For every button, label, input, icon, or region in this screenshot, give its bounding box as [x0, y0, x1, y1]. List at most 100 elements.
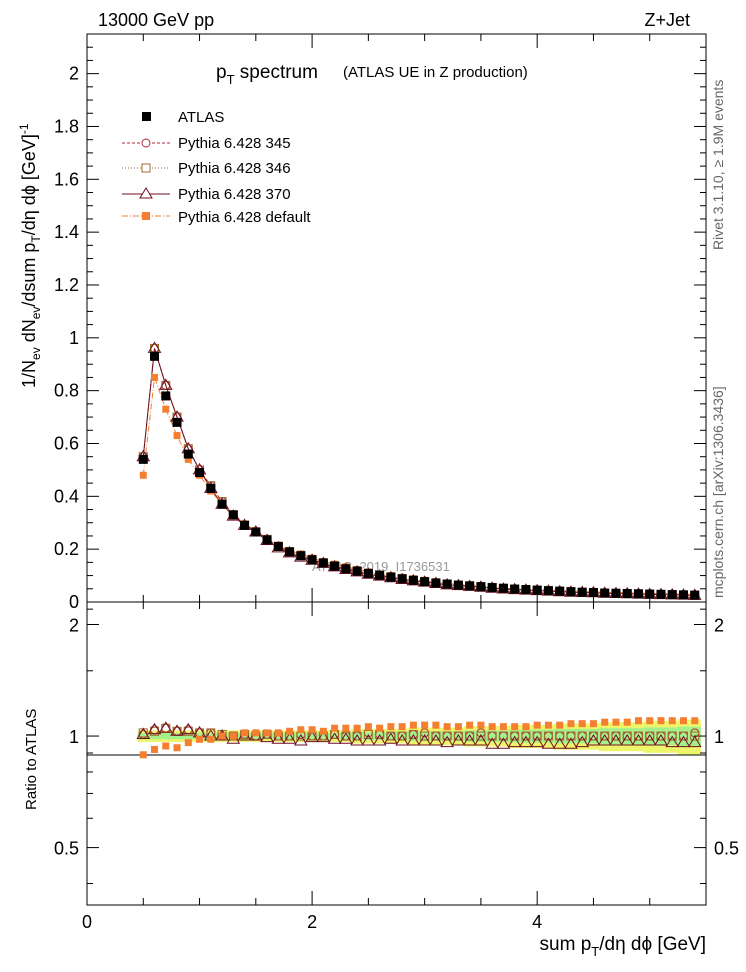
marker-0-40 — [588, 587, 598, 597]
y-tick-label: 1.6 — [54, 169, 79, 189]
ratio-marker — [597, 733, 612, 746]
ratio-tick-label: 0.5 — [54, 839, 79, 859]
y-axis-label-sub3: T — [29, 235, 43, 243]
ratio-marker — [612, 718, 620, 726]
chart-subtitle: (ATLAS UE in Z production) — [343, 64, 528, 81]
ratio-marker — [151, 745, 159, 753]
ratio-marker — [657, 717, 665, 725]
ratio-marker — [229, 732, 237, 740]
ratio-marker — [207, 735, 215, 743]
ratio-marker — [622, 731, 632, 741]
legend-entry-346: Pythia 6.428 346 — [122, 160, 291, 177]
marker-0-47 — [667, 590, 677, 600]
ratio-marker — [601, 718, 609, 726]
ratio-marker — [690, 731, 700, 741]
ratio-marker — [431, 731, 441, 741]
ratio-marker — [555, 731, 565, 741]
ratio-marker — [440, 735, 455, 748]
rivet-label: Rivet 3.1.10, ≥ 1.9M events — [710, 80, 726, 250]
ratio-marker — [564, 737, 578, 749]
ratio-marker — [181, 722, 196, 735]
x-tick-label: 2 — [307, 912, 317, 932]
ratio-marker — [645, 731, 655, 741]
legend-entry-atlas: ATLAS — [142, 109, 224, 126]
ratio-marker — [136, 727, 151, 739]
ratio-marker — [398, 723, 406, 731]
y-tick-label: 2 — [69, 64, 79, 84]
legend-label-default: Pythia 6.428 default — [178, 209, 311, 226]
ratio-band-inner — [160, 732, 172, 740]
ratio-band-inner — [328, 732, 341, 740]
marker-0-30 — [476, 582, 486, 592]
energy-label: 13000 GeV pp — [98, 10, 214, 30]
legend-label-345: Pythia 6.428 345 — [178, 135, 291, 152]
legend-label-atlas: ATLAS — [178, 109, 224, 126]
ratio-marker — [432, 721, 440, 729]
ratio-marker — [668, 717, 676, 725]
ratio-marker — [282, 732, 297, 744]
marker-0-10 — [251, 527, 261, 537]
marker-0-24 — [408, 575, 418, 585]
marker-0-32 — [498, 583, 508, 593]
ratio-marker — [691, 717, 699, 725]
marker-0-22 — [386, 572, 396, 582]
ratio-band-inner — [306, 732, 319, 740]
marker-0-11 — [262, 535, 272, 545]
chart-title-rest: spectrum — [235, 62, 318, 83]
marker-4-4 — [184, 455, 192, 463]
marker-0-8 — [228, 510, 238, 520]
marker-0-27 — [442, 579, 452, 589]
ratio-marker — [488, 723, 496, 731]
marker-0-18 — [341, 564, 351, 574]
marker-0-20 — [363, 568, 373, 578]
marker-0-19 — [352, 566, 362, 576]
marker-0-0 — [138, 454, 148, 464]
ratio-band-inner — [497, 730, 510, 742]
chart-title-sub: T — [227, 72, 235, 87]
ratio-marker — [271, 732, 286, 744]
ratio-marker — [353, 724, 361, 732]
main-y-axis: 0 0.2 0.4 0.6 0.8 1 1.2 1.4 1.6 1.8 2 — [54, 46, 706, 612]
ratio-band-inner — [486, 730, 499, 742]
ratio-marker — [331, 724, 339, 732]
legend-marker-atlas — [142, 112, 151, 121]
ratio-marker — [372, 733, 387, 746]
ratio-marker — [567, 720, 575, 728]
chart-title-main: p — [216, 62, 227, 83]
ratio-marker — [642, 733, 657, 746]
ratio-marker — [451, 733, 466, 746]
ratio-marker — [364, 723, 372, 731]
ratio-marker — [184, 739, 192, 747]
ratio-marker — [170, 724, 184, 736]
marker-0-46 — [656, 589, 666, 599]
legend-marker-346 — [141, 163, 151, 173]
ratio-marker — [196, 735, 204, 743]
ratio-marker — [395, 733, 410, 746]
x-tick-label: 0 — [82, 912, 92, 932]
ratio-marker — [361, 733, 376, 746]
y-tick-label: 0.8 — [54, 381, 79, 401]
ratio-marker — [420, 731, 430, 741]
ratio-marker — [687, 735, 702, 748]
ratio-marker — [218, 732, 226, 740]
ratio-marker — [654, 733, 668, 746]
ratio-marker — [552, 737, 567, 749]
ratio-marker — [263, 729, 271, 737]
ratio-marker — [352, 731, 362, 741]
ratio-band-inner — [565, 728, 578, 744]
y-axis-label-d: /dη dϕ [GeV] — [19, 134, 39, 235]
ratio-marker — [376, 724, 384, 732]
legend-marker-default — [142, 212, 150, 220]
ratio-band-inner — [554, 728, 566, 744]
ratio-marker — [260, 730, 274, 743]
marker-0-34 — [521, 585, 531, 595]
y-tick-label: 0 — [69, 592, 79, 612]
ratio-marker — [341, 731, 351, 741]
source-label: mcplots.cern.ch [arXiv:1306.3436] — [710, 386, 726, 598]
ratio-tick-label: 2 — [69, 615, 79, 635]
y-axis-label-sup: -1 — [17, 123, 31, 134]
ratio-marker — [465, 731, 475, 741]
x-tick-label: 4 — [532, 912, 542, 932]
y-axis-label-sub2: ev — [29, 307, 43, 320]
ratio-band-inner — [385, 732, 397, 741]
